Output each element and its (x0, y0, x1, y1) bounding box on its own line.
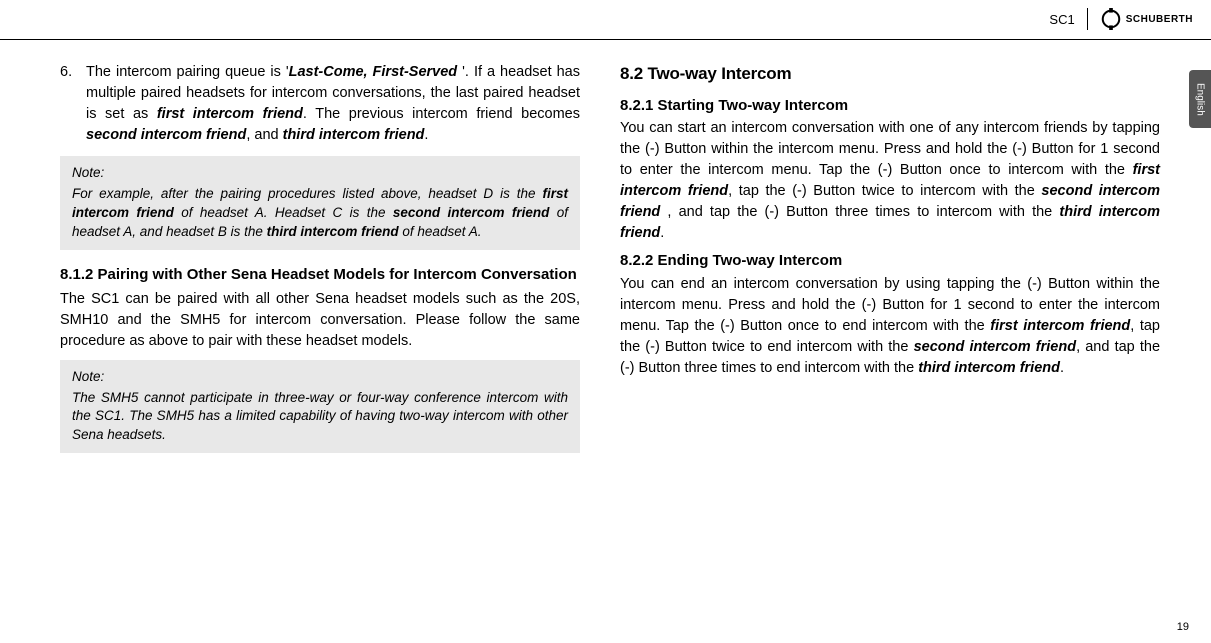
paragraph: The SC1 can be paired with all other Sen… (60, 289, 580, 352)
text: , and tap the (-) Button three times to … (660, 204, 1059, 220)
text: . (660, 225, 664, 241)
right-column: 8.2 Two-way Intercom 8.2.1 Starting Two-… (620, 62, 1160, 467)
text: of headset A. Headset C is the (174, 205, 393, 220)
note-label: Note: (72, 164, 568, 183)
left-column: 6. The intercom pairing queue is 'Last-C… (60, 62, 580, 467)
text-bold: third intercom friend (267, 224, 399, 239)
header-content: SC1 SCHUBERTH (1049, 8, 1193, 30)
text: , and (246, 127, 282, 143)
heading-8-1-2: 8.1.2 Pairing with Other Sena Headset Mo… (60, 264, 580, 285)
page-header: SC1 SCHUBERTH (0, 0, 1211, 40)
text-bold-italic: first intercom friend (990, 318, 1130, 334)
note-body: The SMH5 cannot participate in three-way… (72, 389, 568, 446)
text-bold-italic: third intercom friend (283, 127, 425, 143)
text: The intercom pairing queue is ' (86, 64, 289, 80)
paragraph: You can end an intercom conversation by … (620, 274, 1160, 379)
text: of headset A. (399, 224, 482, 239)
language-tab[interactable]: English (1189, 70, 1211, 128)
text-bold: second intercom friend (393, 205, 550, 220)
text: . (424, 127, 428, 143)
page-number: 19 (1177, 621, 1189, 633)
note-box-2: Note: The SMH5 cannot participate in thr… (60, 360, 580, 454)
heading-8-2-2: 8.2.2 Ending Two-way Intercom (620, 250, 1160, 272)
note-label: Note: (72, 368, 568, 387)
paragraph: You can start an intercom conversation w… (620, 118, 1160, 244)
text: You can start an intercom conversation w… (620, 120, 1160, 178)
model-label: SC1 (1049, 12, 1074, 27)
text-bold-italic: second intercom friend (914, 339, 1077, 355)
brand-text: SCHUBERTH (1126, 14, 1193, 25)
note-box-1: Note: For example, after the pairing pro… (60, 156, 580, 250)
note-body: For example, after the pairing procedure… (72, 185, 568, 242)
list-item-6: 6. The intercom pairing queue is 'Last-C… (60, 62, 580, 146)
text-bold-italic: first intercom friend (157, 106, 303, 122)
logo-icon (1100, 8, 1122, 30)
text: For example, after the pairing procedure… (72, 186, 542, 201)
page-content: 6. The intercom pairing queue is 'Last-C… (60, 62, 1171, 467)
text-bold-italic: Last-Come, First-Served (289, 64, 458, 80)
text-bold-italic: second intercom friend (86, 127, 246, 143)
header-separator (1087, 8, 1088, 30)
text: , tap the (-) Button twice to intercom w… (728, 183, 1041, 199)
heading-8-2-1: 8.2.1 Starting Two-way Intercom (620, 95, 1160, 117)
list-body: The intercom pairing queue is 'Last-Come… (86, 62, 580, 146)
heading-8-2: 8.2 Two-way Intercom (620, 62, 1160, 87)
text: . (1060, 360, 1064, 376)
brand-logo: SCHUBERTH (1100, 8, 1193, 30)
text: . The previous intercom friend becomes (303, 106, 580, 122)
text-bold-italic: third intercom friend (918, 360, 1060, 376)
list-number: 6. (60, 62, 86, 146)
